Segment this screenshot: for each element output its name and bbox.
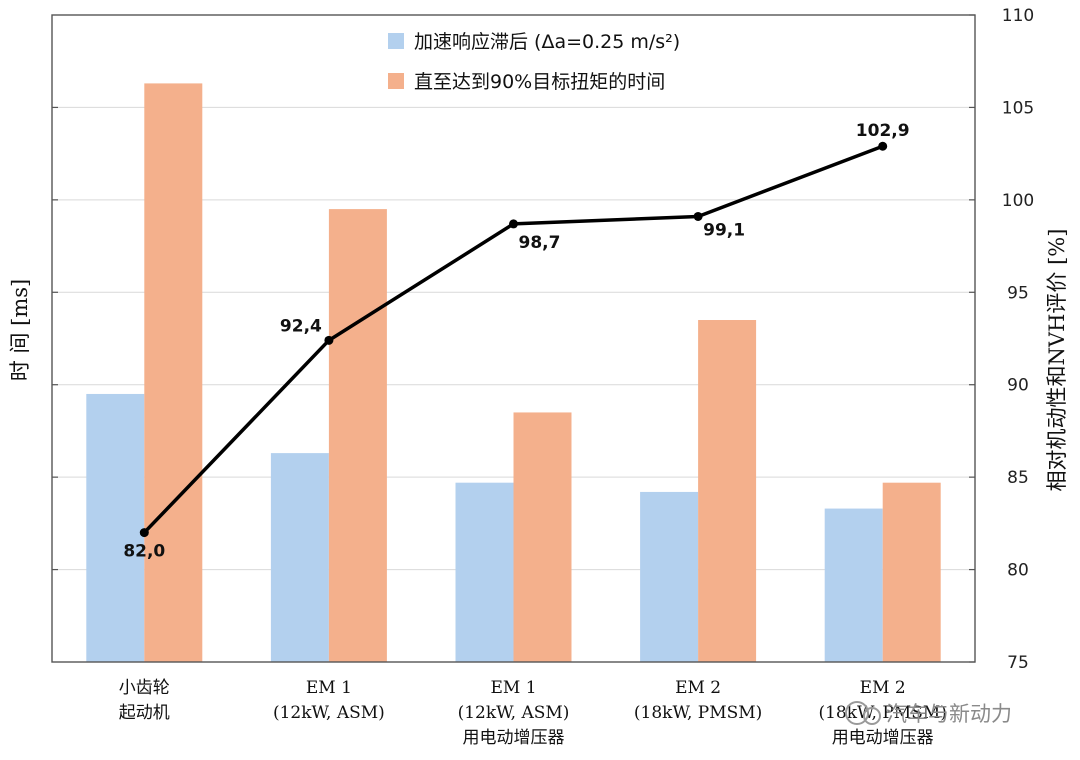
right-axis-title: 相对机动性和NVH评价 [%]	[1045, 229, 1069, 492]
right-tick-75: 75	[1007, 653, 1029, 673]
bars	[86, 83, 941, 662]
right-tick-85: 85	[1007, 468, 1029, 488]
legend: 加速响应滞后 (Δa=0.25 m/s²) 直至达到90%目标扭矩的时间	[388, 31, 680, 93]
category-label-2-0: EM 1	[490, 678, 536, 698]
category-label-3-0: EM 2	[675, 678, 721, 698]
bar-accel-lag-4	[824, 508, 883, 662]
right-tick-100: 100	[1002, 191, 1034, 211]
nvh-label-1: 92,4	[280, 316, 322, 336]
category-label-2-1: (12kW, ASM)	[458, 703, 570, 723]
right-tick-80: 80	[1007, 561, 1029, 581]
watermark: 汽车与新动力	[845, 701, 1012, 726]
category-label-4-0: EM 2	[860, 678, 906, 698]
bar-torque-time-4	[882, 482, 941, 662]
category-label-3-1: (18kW, PMSM)	[634, 703, 762, 723]
right-tick-110: 110	[1002, 6, 1034, 26]
left-axis-title: 时 间 [ms]	[8, 279, 32, 381]
bar-torque-time-2	[513, 412, 572, 662]
category-label-0-0: 小齿轮	[119, 678, 170, 698]
watermark-logo-icon-2	[863, 707, 881, 725]
category-label-4-1: (18kW, PMSM)	[818, 703, 946, 723]
category-label-1-1: (12kW, ASM)	[273, 703, 385, 723]
bar-accel-lag-0	[86, 393, 145, 662]
legend-swatch-0	[388, 33, 404, 49]
right-tick-90: 90	[1007, 376, 1029, 396]
legend-swatch-1	[388, 73, 404, 89]
gridlines	[52, 106, 975, 571]
right-tick-105: 105	[1002, 98, 1034, 118]
category-label-2-2: 用电动增压器	[463, 728, 565, 748]
plot-frame	[51, 14, 976, 663]
bar-torque-time-1	[328, 209, 387, 662]
nvh-point-2	[509, 219, 518, 229]
bar-accel-lag-3	[640, 491, 699, 662]
category-label-1-0: EM 1	[306, 678, 352, 698]
watermark-logo-icon	[845, 701, 869, 725]
nvh-label-3: 99,1	[703, 220, 745, 240]
axis-ticks: 75 80 85 90 95 100 105 110	[52, 6, 1034, 673]
nvh-label-2: 98,7	[519, 233, 561, 253]
legend-label-0: 加速响应滞后 (Δa=0.25 m/s²)	[414, 31, 680, 53]
watermark-text: 汽车与新动力	[886, 702, 1012, 726]
nvh-label-4: 102,9	[856, 121, 910, 141]
nvh-point-0	[139, 528, 149, 538]
right-tick-95: 95	[1007, 283, 1029, 303]
bar-torque-time-3	[698, 320, 757, 662]
nvh-point-1	[324, 335, 334, 345]
category-label-0-1: 起动机	[119, 703, 170, 723]
nvh-point-3	[693, 211, 703, 221]
bar-accel-lag-2	[455, 482, 514, 662]
nvh-label-0: 82,0	[123, 542, 165, 562]
nvh-line: 82,0 92,4 98,7 99,1 102,9	[123, 121, 909, 561]
legend-label-1: 直至达到90%目标扭矩的时间	[414, 71, 665, 93]
bar-torque-time-0	[144, 83, 203, 662]
nvh-point-4	[878, 141, 888, 151]
axis-titles: 时 间 [ms] 相对机动性和NVH评价 [%]	[8, 229, 1069, 492]
category-label-4-2: 用电动增压器	[832, 728, 934, 748]
plot-border	[51, 14, 976, 663]
bar-accel-lag-1	[270, 453, 329, 662]
